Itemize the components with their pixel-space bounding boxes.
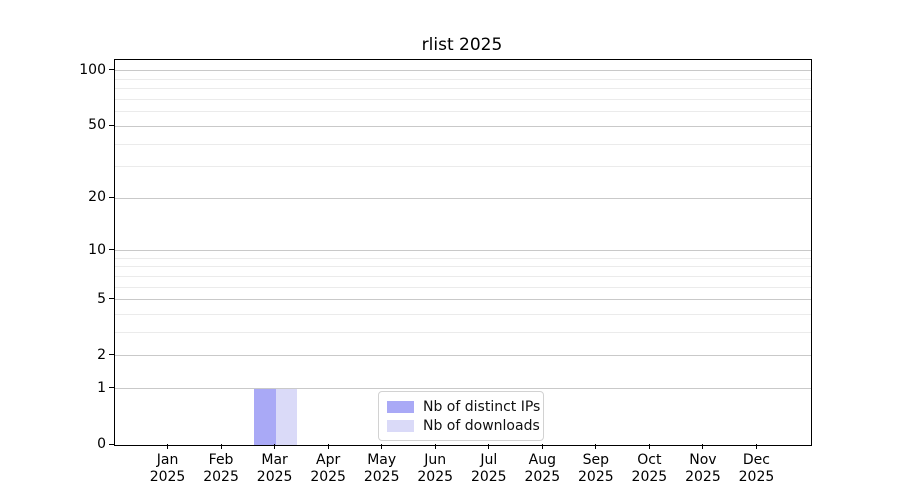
x-tick-label: Dec 2025	[738, 452, 775, 485]
y-tick-label: 1	[97, 379, 106, 396]
minor-gridline	[115, 143, 811, 145]
minor-gridline	[115, 314, 811, 316]
minor-gridline	[115, 78, 811, 80]
y-tick-mark	[109, 387, 114, 389]
minor-gridline	[115, 99, 811, 101]
legend-row: Nb of downloads	[387, 416, 540, 435]
y-tick-label: 5	[97, 290, 106, 307]
minor-gridline	[115, 88, 811, 90]
legend-swatch-icon	[387, 419, 414, 432]
major-gridline	[115, 70, 811, 72]
minor-gridline	[115, 266, 811, 268]
y-tick-mark	[109, 298, 114, 300]
x-tick-label: Jan 2025	[149, 452, 186, 485]
x-tick-label: Apr 2025	[310, 452, 346, 485]
x-tick-label: Sep 2025	[578, 452, 614, 485]
x-tick-label: Jun 2025	[417, 452, 454, 485]
legend: Nb of distinct IPs Nb of downloads	[378, 391, 544, 441]
y-tick-label: 2	[97, 346, 106, 363]
x-tick-mark	[595, 444, 597, 449]
major-gridline	[115, 388, 811, 390]
x-tick-mark	[434, 444, 436, 449]
legend-row: Nb of distinct IPs	[387, 397, 540, 416]
x-tick-mark	[167, 444, 169, 449]
x-tick-label: Aug 2025	[524, 452, 561, 485]
y-tick-mark	[109, 249, 114, 251]
chart-title: rlist 2025	[421, 35, 503, 55]
x-tick-mark	[755, 444, 757, 449]
y-tick-mark	[109, 443, 114, 445]
legend-label: Nb of downloads	[423, 417, 540, 434]
x-tick-mark	[327, 444, 329, 449]
minor-gridline	[115, 257, 811, 259]
x-tick-mark	[220, 444, 222, 449]
x-tick-mark	[702, 444, 704, 449]
minor-gridline	[115, 286, 811, 288]
minor-gridline	[115, 275, 811, 277]
x-tick-label: Oct 2025	[631, 452, 668, 485]
x-tick-label: Mar 2025	[256, 452, 293, 485]
y-tick-label: 50	[88, 117, 106, 134]
x-tick-label: Feb 2025	[203, 452, 239, 485]
major-gridline	[115, 125, 811, 127]
major-gridline	[115, 299, 811, 301]
x-tick-mark	[648, 444, 650, 449]
x-tick-label: May 2025	[363, 452, 400, 485]
minor-gridline	[115, 111, 811, 113]
minor-gridline	[115, 166, 811, 168]
y-tick-mark	[109, 69, 114, 71]
minor-gridline	[115, 332, 811, 334]
x-tick-label: Jul 2025	[470, 452, 507, 485]
y-tick-mark	[109, 354, 114, 356]
bar-downloads	[275, 388, 298, 445]
y-tick-mark	[109, 196, 114, 198]
plot-area	[114, 59, 812, 446]
x-tick-mark	[274, 444, 276, 449]
major-gridline	[115, 355, 811, 357]
y-tick-label: 10	[88, 241, 106, 258]
legend-label: Nb of distinct IPs	[423, 398, 541, 415]
y-tick-label: 20	[88, 189, 106, 206]
x-tick-mark	[541, 444, 543, 449]
x-tick-label: Nov 2025	[685, 452, 721, 485]
major-gridline	[115, 250, 811, 252]
x-tick-mark	[381, 444, 383, 449]
legend-swatch-icon	[387, 400, 414, 413]
y-tick-mark	[109, 124, 114, 126]
y-tick-label: 0	[97, 436, 106, 452]
y-tick-label: 100	[79, 61, 106, 78]
bar-distinct-ips	[254, 388, 276, 445]
major-gridline	[115, 197, 811, 199]
x-tick-mark	[488, 444, 490, 449]
